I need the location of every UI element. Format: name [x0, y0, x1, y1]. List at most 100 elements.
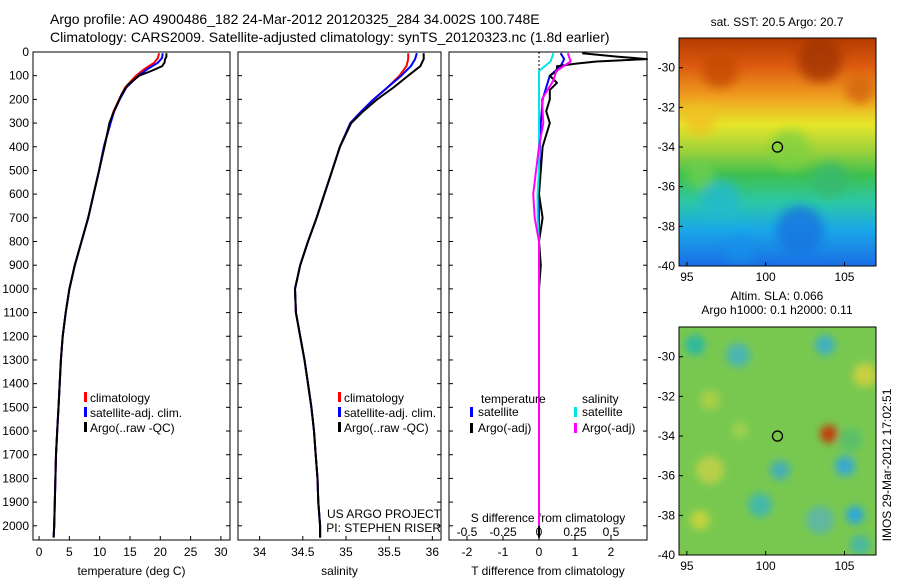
legend-swatch — [338, 392, 341, 402]
x-tick-label: 36 — [426, 545, 440, 559]
depth-tick-label: 100 — [9, 69, 29, 83]
panel-frame — [448, 51, 648, 541]
map-y-tick-label: -30 — [658, 61, 676, 75]
top-tick-label: 0.5 — [603, 525, 620, 539]
depth-tick-label: 0 — [22, 45, 29, 59]
x-tick-label: 0 — [36, 545, 43, 559]
series-line — [52, 52, 161, 538]
x-axis-label: salinity — [321, 564, 358, 578]
sst-patch — [726, 236, 754, 264]
sla-patch — [806, 506, 834, 534]
sst-patch — [684, 104, 716, 136]
x-tick-label: 34.5 — [291, 545, 315, 559]
x-tick-label: 1 — [572, 545, 579, 559]
depth-tick-label: 1000 — [2, 282, 29, 296]
sla-patch — [696, 456, 724, 484]
sst-patch — [686, 161, 714, 189]
x-tick-label: 35.5 — [377, 545, 401, 559]
sla-map-group: -30 -32 -34 -36 -38 -40 95 100 105 — [658, 326, 877, 573]
x-tick-label: 2 — [608, 545, 615, 559]
panel-frame — [32, 51, 231, 541]
sla-patch — [732, 422, 748, 438]
legend-swatch — [574, 407, 577, 417]
x-tick-label: 34 — [253, 545, 267, 559]
depth-tick-label: 1700 — [2, 448, 29, 462]
legend-label: Argo(-adj) — [478, 421, 531, 435]
depth-tick-label: 1500 — [2, 400, 29, 414]
map-x-tick-label: 100 — [756, 559, 776, 573]
series-line — [532, 52, 572, 526]
top-tick-label: 0.25 — [563, 525, 587, 539]
depth-tick-label: 2000 — [2, 519, 29, 533]
legend-label: satellite-adj. clim. — [90, 406, 182, 420]
map-y-tick-label: -32 — [658, 100, 676, 114]
imos-timestamp: IMOS 29-Mar-2012 17:02:51 — [880, 388, 894, 541]
legend-label: satellite-adj. clim. — [344, 406, 436, 420]
x-axis-label: T difference from climatology — [471, 564, 625, 578]
map-y-tick-label: -36 — [658, 180, 676, 194]
sla-patch — [770, 460, 790, 480]
x-axis-label: temperature (deg C) — [77, 564, 185, 578]
depth-tick-label: 1300 — [2, 353, 29, 367]
map-x-tick-label: 95 — [680, 559, 694, 573]
depth-tick-label: 1100 — [3, 306, 29, 320]
figure-title-line1: Argo profile: AO 4900486_182 24-Mar-2012… — [50, 11, 540, 27]
series-line — [52, 53, 168, 538]
x-tick-label: 15 — [123, 545, 137, 559]
sla-patch — [815, 335, 835, 355]
map-y-tick-label: -36 — [658, 469, 676, 483]
sla-patch — [853, 363, 876, 387]
legend-swatch — [338, 422, 341, 432]
depth-tick-label: 400 — [9, 140, 29, 154]
depth-tick-label: 1800 — [2, 471, 29, 485]
legend-label: climatology — [344, 391, 404, 405]
sla-patch — [838, 428, 862, 452]
depth-tick-label: 1400 — [2, 377, 29, 391]
legend-label: Argo(..raw -QC) — [90, 421, 175, 435]
series-line — [294, 52, 418, 538]
sst-patch — [770, 130, 810, 170]
x-tick-label: 35 — [339, 545, 353, 559]
sla-map-title-line1: Altim. SLA: 0.066 — [731, 289, 824, 303]
sla-map-image — [679, 327, 876, 555]
legend-swatch — [84, 407, 87, 417]
sla-patch — [690, 510, 710, 530]
depth-tick-label: 1200 — [2, 329, 29, 343]
depth-tick-label: 500 — [9, 163, 29, 177]
map-x-tick-label: 105 — [834, 270, 854, 284]
series-line — [294, 53, 410, 538]
sla-patch — [726, 343, 750, 367]
sla-texture — [685, 335, 876, 555]
sst-patch — [798, 38, 842, 82]
legend-title: temperature — [481, 392, 546, 406]
sst-patch — [812, 162, 848, 198]
sst-map-group: -30 -32 -34 -36 -38 -40 95 100 105 — [658, 37, 877, 284]
sla-patch — [850, 535, 870, 555]
map-y-tick-label: -34 — [658, 429, 676, 443]
legend-label: climatology — [90, 391, 150, 405]
map-x-tick-label: 100 — [756, 270, 776, 284]
map-x-tick-label: 95 — [680, 270, 694, 284]
x-tick-label: 10 — [93, 545, 107, 559]
depth-tick-label: 1900 — [2, 495, 29, 509]
pi-annotation: PI: STEPHEN RISER — [326, 521, 441, 535]
float-position-marker — [771, 430, 784, 442]
sst-patch — [846, 76, 874, 104]
sst-patch — [700, 180, 740, 220]
legend-title: salinity — [582, 392, 619, 406]
legend-label: satellite — [582, 405, 623, 419]
map-y-tick-label: -32 — [658, 389, 676, 403]
x-tick-label: -1 — [498, 545, 509, 559]
sla-map-title-line2: Argo h1000: 0.1 h2000: 0.11 — [701, 303, 853, 317]
depth-tick-label: 300 — [9, 116, 29, 130]
x-tick-label: 25 — [184, 545, 198, 559]
sst-patch — [702, 52, 738, 88]
depth-tick-label: 800 — [9, 235, 29, 249]
x-tick-label: 0 — [536, 545, 543, 559]
legend-swatch — [470, 423, 473, 433]
map-y-tick-label: -38 — [658, 508, 676, 522]
series-line — [538, 52, 648, 538]
map-y-tick-label: -40 — [658, 548, 676, 562]
map-x-tick-label: 105 — [834, 559, 854, 573]
